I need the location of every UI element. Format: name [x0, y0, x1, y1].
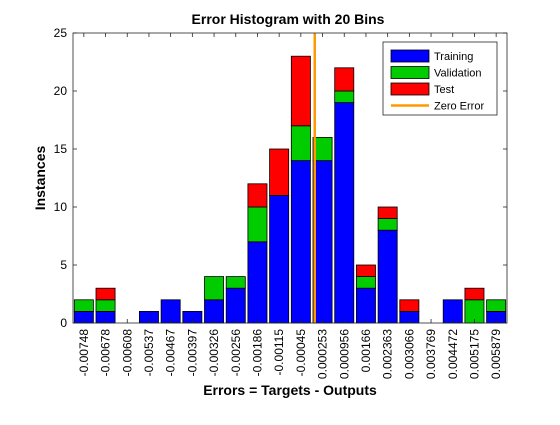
bar-training-7	[225, 287, 246, 324]
x-tick-label-15: 0.003066	[402, 329, 416, 379]
y-axis-label: Instances	[32, 145, 48, 210]
bar-training-10	[290, 160, 311, 324]
bar-validation-10	[290, 125, 311, 162]
bar-test-18	[464, 287, 485, 301]
x-tick-label-1: -0.00678	[99, 329, 113, 377]
bar-validation-8	[247, 206, 268, 243]
y-tick-label-1: 5	[60, 258, 67, 272]
legend-label-zero-error: Zero Error	[434, 101, 484, 113]
bar-test-15	[399, 299, 420, 312]
y-tick-label-4: 20	[54, 84, 68, 98]
bar-validation-0	[73, 299, 94, 312]
legend-label-training: Training	[434, 51, 473, 63]
x-axis-label: Errors = Targets - Outputs	[203, 382, 377, 398]
bar-test-8	[247, 183, 268, 208]
legend-label-validation: Validation	[434, 68, 482, 80]
bar-validation-13	[355, 276, 376, 289]
bar-validation-11	[312, 136, 333, 161]
x-tick-label-10: -0.00045	[294, 329, 308, 377]
x-tick-label-5: -0.00397	[185, 329, 199, 377]
bar-test-12	[334, 67, 355, 92]
bar-test-13	[355, 264, 376, 278]
x-tick-label-3: -0.00537	[142, 329, 156, 377]
x-tick-label-16: 0.003769	[424, 329, 438, 379]
bar-validation-1	[95, 299, 116, 312]
legend-swatch-validation	[390, 66, 430, 79]
x-tick-label-19: 0.005879	[489, 329, 503, 379]
bar-validation-12	[334, 90, 355, 104]
x-tick-label-13: 0.00166	[359, 329, 373, 373]
bar-training-9	[269, 194, 290, 324]
bar-test-10	[290, 55, 311, 127]
x-tick-label-14: 0.002363	[381, 329, 395, 379]
legend-label-test: Test	[434, 84, 454, 96]
x-tick-label-7: -0.00256	[229, 329, 243, 377]
legend-swatch-test	[390, 82, 430, 96]
chart-title: Error Histogram with 20 Bins	[192, 11, 385, 27]
y-tick-label-2: 10	[54, 200, 68, 214]
y-tick-label-0: 0	[60, 316, 67, 330]
y-tick-label-5: 25	[54, 26, 68, 40]
axes-layer: 0 5 10 15 20 25 -0.00748 -0.00678 -0.00608 -0.005…	[54, 26, 508, 379]
x-tick-label-18: 0.005175	[467, 329, 481, 379]
bar-training-14	[377, 229, 398, 324]
x-tick-label-11: 0.000253	[316, 329, 330, 379]
bar-test-14	[377, 206, 398, 220]
x-tick-label-6: -0.00326	[207, 329, 221, 377]
bar-training-13	[355, 287, 376, 324]
axes-box	[72, 32, 508, 324]
x-tick-label-17: 0.004472	[446, 329, 460, 379]
x-tick-label-2: -0.00608	[120, 329, 134, 377]
bar-validation-19	[486, 299, 507, 312]
legend: Training Validation Test Zero Error	[382, 41, 498, 116]
bar-validation-7	[225, 276, 246, 289]
x-tick-label-12: 0.000956	[337, 329, 351, 379]
bars-layer	[73, 55, 507, 324]
legend-swatch-training	[390, 49, 430, 63]
bar-validation-14	[377, 218, 398, 231]
y-tick-label-3: 15	[54, 142, 68, 156]
bar-test-9	[269, 148, 290, 196]
x-tick-label-0: -0.00748	[77, 329, 91, 377]
x-tick-label-8: -0.00186	[250, 329, 264, 377]
bar-test-1	[95, 287, 116, 301]
x-tick-label-9: -0.00115	[272, 329, 286, 376]
bar-training-8	[247, 241, 268, 324]
bar-validation-6	[204, 276, 225, 301]
bar-training-12	[334, 102, 355, 324]
x-tick-label-4: -0.00467	[164, 329, 178, 377]
